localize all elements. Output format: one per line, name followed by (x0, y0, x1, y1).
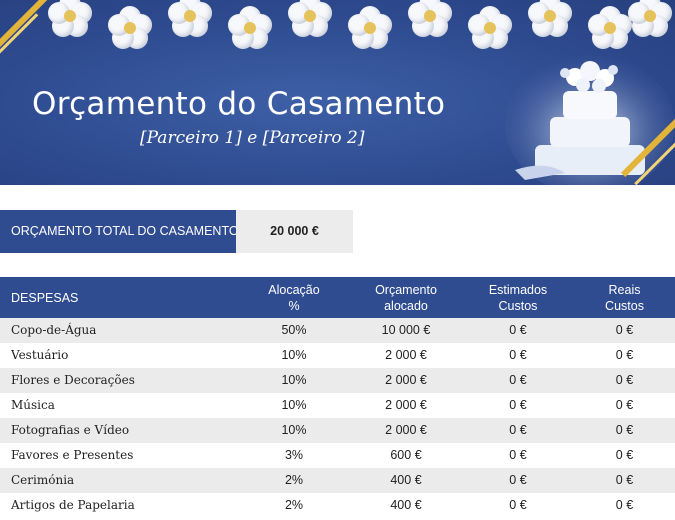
estimated-cost-cell[interactable]: 0 € (509, 498, 527, 512)
actual-cost-cell[interactable]: 0 € (615, 398, 634, 412)
actual-cost-cell[interactable]: 0 € (615, 323, 634, 337)
header-expenses: DESPESAS (11, 290, 79, 305)
header-estimated-costs: Estimados Custos (488, 282, 548, 313)
expense-name-cell[interactable]: Música (11, 398, 55, 412)
estimated-cost-cell[interactable]: 0 € (509, 373, 527, 387)
expense-name-cell[interactable]: Vestuário (11, 348, 69, 362)
allocated-budget-cell[interactable]: 400 € (390, 498, 422, 512)
flower-decoration (0, 0, 675, 60)
table-row: Favores e Presentes 3% 600 € 0 € 0 € (0, 443, 675, 468)
header-allocation: Alocação% (268, 282, 320, 313)
allocation-cell[interactable]: 10% (281, 423, 307, 437)
expense-name-cell[interactable]: Cerimónia (11, 473, 75, 487)
expense-name-cell[interactable]: Favores e Presentes (11, 448, 134, 462)
table-row: Flores e Decorações 10% 2 000 € 0 € 0 € (0, 368, 675, 393)
flower-icon (588, 6, 632, 50)
table-row: Artigos de Papelaria 2% 400 € 0 € 0 € (0, 493, 675, 518)
table-row: Vestuário 10% 2 000 € 0 € 0 € (0, 343, 675, 368)
header-allocated-budget: Orçamento alocado (375, 282, 437, 313)
actual-cost-cell[interactable]: 0 € (615, 473, 634, 487)
expense-name-cell[interactable]: Copo-de-Água (11, 323, 97, 337)
flower-icon (408, 0, 452, 38)
table-row: Música 10% 2 000 € 0 € 0 € (0, 393, 675, 418)
flower-icon (48, 0, 92, 38)
table-row: Cerimónia 2% 400 € 0 € 0 € (0, 468, 675, 493)
flower-icon (628, 0, 672, 38)
flower-icon (288, 0, 332, 38)
allocated-budget-cell[interactable]: 2 000 € (385, 348, 427, 362)
wedding-cake-image (505, 55, 675, 185)
expenses-table: DESPESAS Alocação% Orçamento alocado Esti… (0, 277, 675, 518)
expense-name-cell[interactable]: Artigos de Papelaria (11, 498, 135, 512)
flower-icon (528, 0, 572, 38)
header-actual-costs: Reais Custos (605, 282, 644, 313)
flower-icon (168, 0, 212, 38)
flower-icon (228, 6, 272, 50)
table-header: DESPESAS Alocação% Orçamento alocado Esti… (0, 277, 675, 318)
estimated-cost-cell[interactable]: 0 € (509, 423, 527, 437)
allocation-cell[interactable]: 10% (281, 348, 307, 362)
allocation-cell[interactable]: 10% (281, 373, 307, 387)
allocated-budget-cell[interactable]: 2 000 € (385, 423, 427, 437)
estimated-cost-cell[interactable]: 0 € (509, 473, 527, 487)
allocation-cell[interactable]: 2% (284, 473, 304, 487)
partners-subtitle[interactable]: [Parceiro 1] e [Parceiro 2] (140, 128, 365, 148)
table-row: Fotografias e Vídeo 10% 2 000 € 0 € 0 € (0, 418, 675, 443)
actual-cost-cell[interactable]: 0 € (615, 348, 634, 362)
header-banner: Orçamento do Casamento [Parceiro 1] e [P… (0, 0, 675, 185)
table-row: Copo-de-Água 50% 10 000 € 0 € 0 € (0, 318, 675, 343)
allocated-budget-cell[interactable]: 600 € (390, 448, 422, 462)
flower-icon (348, 6, 392, 50)
allocation-cell[interactable]: 2% (284, 498, 304, 512)
flower-icon (108, 6, 152, 50)
total-budget-value[interactable]: 20 000 € (236, 210, 353, 253)
estimated-cost-cell[interactable]: 0 € (509, 398, 527, 412)
allocated-budget-cell[interactable]: 10 000 € (381, 323, 431, 337)
allocation-cell[interactable]: 50% (281, 323, 307, 337)
expense-name-cell[interactable]: Fotografias e Vídeo (11, 423, 130, 437)
allocated-budget-cell[interactable]: 2 000 € (385, 398, 427, 412)
total-budget-label: ORÇAMENTO TOTAL DO CASAMENTO (0, 210, 239, 253)
actual-cost-cell[interactable]: 0 € (615, 423, 634, 437)
page-title: Orçamento do Casamento (32, 86, 446, 122)
expense-name-cell[interactable]: Flores e Decorações (11, 373, 135, 387)
actual-cost-cell[interactable]: 0 € (615, 448, 634, 462)
estimated-cost-cell[interactable]: 0 € (509, 323, 527, 337)
allocation-cell[interactable]: 3% (284, 448, 304, 462)
allocated-budget-cell[interactable]: 400 € (390, 473, 422, 487)
flower-icon (468, 6, 512, 50)
estimated-cost-cell[interactable]: 0 € (509, 348, 527, 362)
allocated-budget-cell[interactable]: 2 000 € (385, 373, 427, 387)
actual-cost-cell[interactable]: 0 € (615, 498, 634, 512)
actual-cost-cell[interactable]: 0 € (615, 373, 634, 387)
estimated-cost-cell[interactable]: 0 € (509, 448, 527, 462)
allocation-cell[interactable]: 10% (281, 398, 307, 412)
